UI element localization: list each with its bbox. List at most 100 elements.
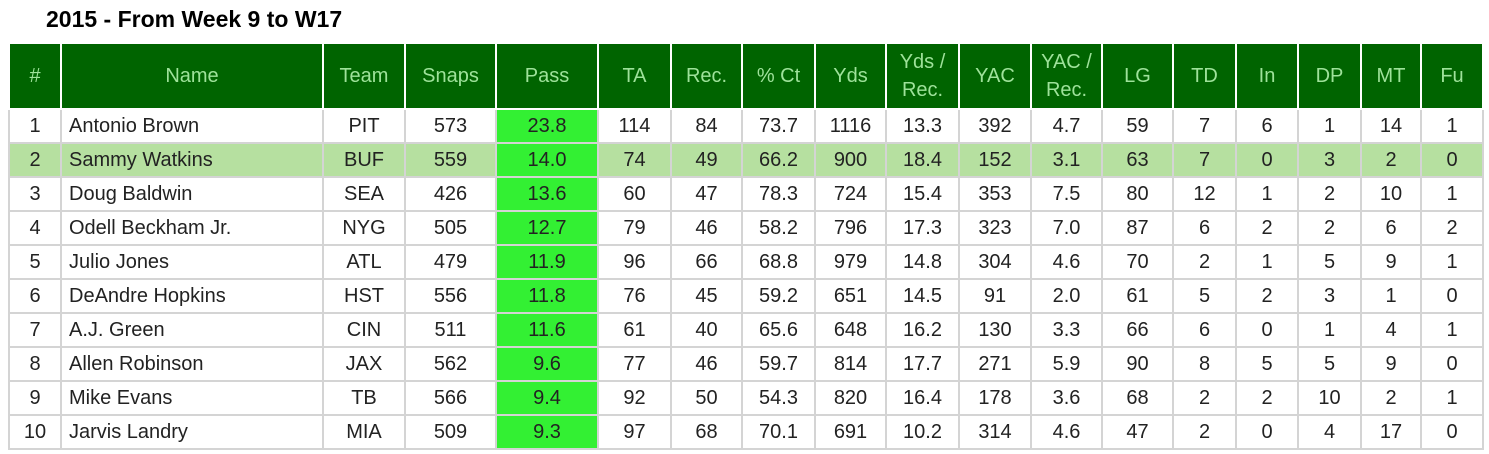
table-cell: 46 xyxy=(670,210,743,246)
table-cell: 4.6 xyxy=(1030,244,1103,280)
table-cell: 2 xyxy=(1297,176,1362,212)
table-cell: 152 xyxy=(958,142,1032,178)
table-cell: 3 xyxy=(1297,142,1362,178)
column-header: In xyxy=(1235,42,1299,110)
table-cell: 900 xyxy=(814,142,887,178)
table-cell: 87 xyxy=(1101,210,1174,246)
table-row: 10 Jarvis Landry MIA 509 9.3 97 68 70.1 691 10.2 3… xyxy=(8,414,1484,450)
table-cell: 6 xyxy=(8,278,62,314)
table-cell: 566 xyxy=(404,380,497,416)
table-cell: 16.4 xyxy=(885,380,960,416)
column-header: % Ct xyxy=(741,42,816,110)
table-cell: 59.2 xyxy=(741,278,816,314)
table-cell: 796 xyxy=(814,210,887,246)
table-cell: 314 xyxy=(958,414,1032,450)
table-cell: 97 xyxy=(597,414,672,450)
table-cell: 3.3 xyxy=(1030,312,1103,348)
table-cell: 6 xyxy=(1360,210,1422,246)
table-cell: 1 xyxy=(1235,176,1299,212)
table-cell: 271 xyxy=(958,346,1032,382)
table-cell: 18.4 xyxy=(885,142,960,178)
table-cell: 49 xyxy=(670,142,743,178)
table-cell: 10 xyxy=(1297,380,1362,416)
table-cell: A.J. Green xyxy=(60,312,324,348)
table-cell: Sammy Watkins xyxy=(60,142,324,178)
table-cell: 5 xyxy=(1297,244,1362,280)
table-cell: 4.6 xyxy=(1030,414,1103,450)
table-cell: 4.7 xyxy=(1030,108,1103,144)
table-cell: 2 xyxy=(1420,210,1484,246)
table-row: 9 Mike Evans TB 566 9.4 92 50 54.3 820 16.4 178 3.6… xyxy=(8,380,1484,416)
table-row: 7 A.J. Green CIN 511 11.6 61 40 65.6 648 16.2 130 3… xyxy=(8,312,1484,348)
column-header: Pass xyxy=(495,42,599,110)
table-cell: 4 xyxy=(1297,414,1362,450)
table-cell: 1 xyxy=(1297,312,1362,348)
table-cell: 2.0 xyxy=(1030,278,1103,314)
table-cell: 3 xyxy=(1297,278,1362,314)
table-cell: 5.9 xyxy=(1030,346,1103,382)
table-cell: Julio Jones xyxy=(60,244,324,280)
column-header: TD xyxy=(1172,42,1237,110)
table-cell: HST xyxy=(322,278,406,314)
column-header: LG xyxy=(1101,42,1174,110)
table-cell: ATL xyxy=(322,244,406,280)
table-row: 2 Sammy Watkins BUF 559 14.0 74 49 66.2 900 18.4 1… xyxy=(8,142,1484,178)
table-cell: 2 xyxy=(1360,380,1422,416)
table-cell: 13.3 xyxy=(885,108,960,144)
table-cell: 66.2 xyxy=(741,142,816,178)
table-cell: 2 xyxy=(1235,380,1299,416)
table-cell: 1 xyxy=(1420,176,1484,212)
table-cell: 91 xyxy=(958,278,1032,314)
table-cell: Allen Robinson xyxy=(60,346,324,382)
stats-table: # Name Team Snaps Pass TA Rec.% Ct Yds Yds / Rec… xyxy=(8,42,1484,450)
table-cell: 47 xyxy=(670,176,743,212)
table-cell: 9.3 xyxy=(495,414,599,450)
table-cell: 59.7 xyxy=(741,346,816,382)
table-cell: 66 xyxy=(1101,312,1174,348)
table-cell: 15.4 xyxy=(885,176,960,212)
table-cell: 10 xyxy=(1360,176,1422,212)
table-cell: JAX xyxy=(322,346,406,382)
column-header: Yds xyxy=(814,42,887,110)
table-cell: 65.6 xyxy=(741,312,816,348)
table-cell: 426 xyxy=(404,176,497,212)
table-cell: 392 xyxy=(958,108,1032,144)
table-cell: 60 xyxy=(597,176,672,212)
table-cell: 54.3 xyxy=(741,380,816,416)
table-cell: 61 xyxy=(597,312,672,348)
table-cell: 79 xyxy=(597,210,672,246)
table-cell: 1 xyxy=(1420,108,1484,144)
title: 2015 - From Week 9 to W17 xyxy=(46,6,343,32)
table-cell: 23.8 xyxy=(495,108,599,144)
table-cell: 5 xyxy=(1172,278,1237,314)
table-cell: 78.3 xyxy=(741,176,816,212)
table-cell: 7.5 xyxy=(1030,176,1103,212)
table-cell: NYG xyxy=(322,210,406,246)
table-cell: 1 xyxy=(8,108,62,144)
table-cell: 0 xyxy=(1420,142,1484,178)
table-cell: 0 xyxy=(1235,414,1299,450)
table-cell: 47 xyxy=(1101,414,1174,450)
table-cell: 9.6 xyxy=(495,346,599,382)
table-cell: Mike Evans xyxy=(60,380,324,416)
table-cell: 13.6 xyxy=(495,176,599,212)
table-cell: 80 xyxy=(1101,176,1174,212)
table-cell: 8 xyxy=(8,346,62,382)
table-cell: 61 xyxy=(1101,278,1174,314)
table-cell: 14.0 xyxy=(495,142,599,178)
table-cell: 68 xyxy=(1101,380,1174,416)
table-cell: 9.4 xyxy=(495,380,599,416)
table-cell: 4 xyxy=(1360,312,1422,348)
column-header: Rec. xyxy=(670,42,743,110)
table-cell: 556 xyxy=(404,278,497,314)
table-cell: 724 xyxy=(814,176,887,212)
table-cell: 130 xyxy=(958,312,1032,348)
table-cell: 1 xyxy=(1235,244,1299,280)
table-cell: 2 xyxy=(1172,244,1237,280)
column-header: YAC / Rec. xyxy=(1030,42,1103,110)
table-row: 8 Allen Robinson JAX 562 9.6 77 46 59.7 814 17.7 2… xyxy=(8,346,1484,382)
column-header: Team xyxy=(322,42,406,110)
table-cell: 14 xyxy=(1360,108,1422,144)
table-cell: 92 xyxy=(597,380,672,416)
